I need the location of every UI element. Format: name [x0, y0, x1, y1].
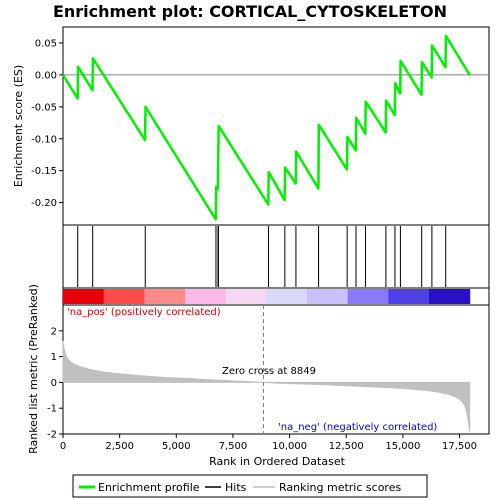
na-neg-annotation: 'na_neg' (negatively correlated) [278, 422, 437, 433]
legend-box [72, 474, 428, 498]
heatmap-segment [307, 289, 349, 304]
es-y-tick-label: -0.20 [31, 198, 57, 209]
legend-label-enrichment-profile: Enrichment profile [98, 481, 200, 494]
legend-label-hits: Hits [225, 481, 247, 494]
ranking-panel-frame [62, 304, 490, 435]
x-tick-label: 2,500 [105, 441, 134, 452]
heatmap-segment [63, 289, 105, 304]
heatmap-segment [103, 289, 145, 304]
x-tick-label: 12,500 [329, 441, 364, 452]
x-tick-label: 17,500 [442, 441, 477, 452]
x-axis: 0 2,500 5,000 7,500 10,000 12,500 15,000 17,500 [60, 434, 477, 452]
ranking-metric-area [62, 341, 471, 432]
chart-title: Enrichment plot: CORTICAL_CYTOSKELETON [53, 2, 447, 21]
x-tick-label: 10,000 [272, 441, 307, 452]
rank-heatmap [63, 289, 471, 304]
ranking-y-tick-label: 1 [51, 352, 57, 363]
es-y-axis-label: Enrichment score (ES) [12, 65, 25, 187]
hits-layer [77, 226, 447, 287]
heatmap-segment [388, 289, 430, 304]
es-y-tick-label: 0.05 [35, 38, 57, 49]
x-tick-label: 7,500 [219, 441, 248, 452]
es-y-axis: -0.20 -0.15 -0.10 -0.05 0.00 0.05 [31, 38, 63, 209]
x-tick-label: 0 [60, 441, 66, 452]
ranking-y-tick-label: 2 [51, 326, 57, 337]
hits-panel-frame [62, 224, 490, 289]
ranking-y-axis-label: Ranked list metric (PreRanked) [27, 284, 40, 454]
x-axis-label: Rank in Ordered Dataset [209, 455, 346, 468]
na-pos-annotation: 'na_pos' (positively correlated) [67, 307, 221, 318]
x-tick-label: 5,000 [162, 441, 191, 452]
zero-cross-label: Zero cross at 8849 [222, 366, 316, 377]
ranking-y-tick-label: -2 [47, 430, 57, 441]
heatmap-segment [266, 289, 308, 304]
legend: Enrichment profile Hits Ranking metric s… [72, 474, 428, 498]
ranking-y-axis: -2 -1 0 1 2 [47, 326, 63, 441]
es-y-tick-label: -0.05 [31, 102, 57, 113]
ranking-y-tick-label: -1 [47, 404, 57, 415]
es-panel-frame [62, 26, 490, 226]
es-y-tick-label: -0.10 [31, 134, 57, 145]
heatmap-segment [429, 289, 471, 304]
es-y-tick-label: -0.15 [31, 166, 57, 177]
legend-label-ranking-metric: Ranking metric scores [279, 481, 401, 494]
heatmap-segment [347, 289, 389, 304]
es-y-tick-label: 0.00 [35, 70, 57, 81]
ranking-metric-layer [62, 305, 471, 434]
x-tick-label: 15,000 [385, 441, 420, 452]
es-curve-layer [61, 34, 489, 221]
heatmap-segment [225, 289, 267, 304]
enrichment-profile-line [61, 34, 471, 221]
ranking-y-tick-label: 0 [51, 378, 57, 389]
heatmap-segment [144, 289, 186, 304]
heatmap-segment [185, 289, 227, 304]
